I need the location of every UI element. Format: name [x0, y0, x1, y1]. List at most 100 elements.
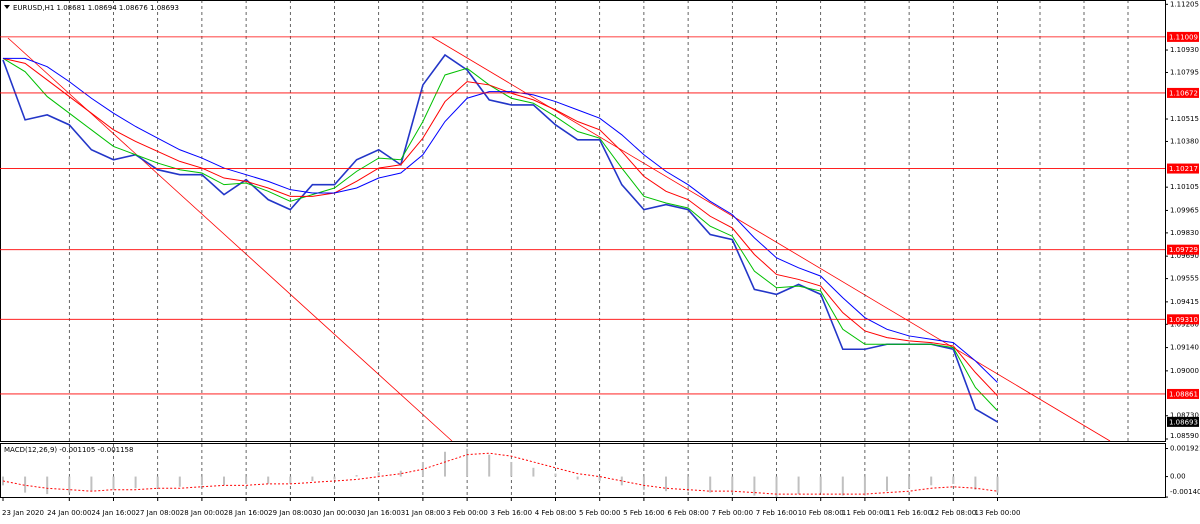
macd-bar: [731, 476, 734, 493]
level-label-box: [1167, 388, 1199, 399]
y-tick-label: 1.09555: [1170, 275, 1199, 283]
macd-bar: [841, 476, 844, 496]
macd-bar: [775, 476, 778, 497]
y-tick-label: 1.09140: [1170, 344, 1199, 352]
macd-bar: [510, 461, 513, 477]
x-tick-label: 30 Jan 16:00: [357, 509, 401, 517]
level-label-box: [1167, 87, 1199, 98]
macd-bar: [642, 476, 645, 490]
macd-bar: [377, 472, 380, 477]
macd-bar: [863, 476, 866, 496]
x-tick-label: 5 Feb 16:00: [623, 509, 664, 517]
x-tick-label: 3 Feb 16:00: [491, 509, 532, 517]
macd-bar: [952, 476, 955, 484]
x-tick-label: 27 Jan 08:00: [136, 509, 180, 517]
macd-bar: [311, 476, 314, 481]
x-tick-label: 11 Feb 16:00: [886, 509, 932, 517]
y-tick-label: 1.08730: [1170, 412, 1199, 420]
chart-title: EURUSD,H1 1.08681 1.08694 1.08676 1.0869…: [13, 4, 179, 12]
y-tick-label: 1.09000: [1170, 367, 1199, 375]
dropdown-icon[interactable]: [4, 5, 10, 9]
macd-bar: [112, 476, 115, 490]
level-label-box: [1167, 163, 1199, 174]
x-tick-label: 23 Jan 2020: [2, 509, 44, 517]
level-label: 1.11009: [1169, 33, 1198, 41]
x-tick-label: 7 Feb 00:00: [712, 509, 753, 517]
macd-bar: [996, 476, 999, 493]
y-tick-label: 1.10795: [1170, 68, 1199, 76]
x-tick-label: 24 Jan 16:00: [91, 509, 135, 517]
x-tick-label: 30 Jan 00:00: [312, 509, 356, 517]
x-tick-label: 10 Feb 08:00: [798, 509, 844, 517]
x-tick-label: 6 Feb 08:00: [667, 509, 708, 517]
macd-bar: [598, 476, 601, 481]
price-line: [2, 53, 998, 423]
level-label-box: [1167, 31, 1199, 42]
macd-bar: [886, 476, 888, 492]
level-label: 1.10672: [1169, 89, 1198, 97]
x-tick-label: 3 Feb 00:00: [446, 509, 487, 517]
x-tick-label: 12 Feb 08:00: [930, 509, 976, 517]
macd-bar: [156, 476, 159, 489]
level-label: 1.09310: [1169, 316, 1198, 324]
macd-bar: [134, 476, 137, 489]
macd-bar: [90, 476, 93, 492]
macd-bar: [665, 476, 667, 492]
level-label-box: [1167, 314, 1199, 325]
y-tick-label: 1.10930: [1170, 46, 1199, 54]
macd-panel-frame: [0, 443, 1166, 498]
x-tick-label: 28 Jan 00:00: [180, 509, 224, 517]
macd-bar: [46, 476, 49, 495]
y-tick-label: 1.10105: [1170, 183, 1199, 191]
x-tick-label: 24 Jan 00:00: [47, 509, 91, 517]
y-tick-label: -0.001405: [1170, 488, 1200, 496]
macd-bar: [355, 475, 358, 477]
macd-bar: [24, 476, 27, 493]
y-tick-label: 1.09830: [1170, 229, 1199, 237]
macd-bar: [267, 476, 270, 484]
macd-bar: [245, 476, 248, 484]
y-tick-label: 1.09415: [1170, 298, 1199, 306]
macd-bar: [709, 476, 712, 493]
macd-bar: [200, 476, 203, 486]
level-label: 1.10217: [1169, 165, 1198, 173]
macd-title: MACD(12,26,9) -0.001105 -0.001158: [4, 446, 133, 454]
y-tick-label: 1.09965: [1170, 206, 1199, 214]
x-tick-label: 5 Feb 00:00: [579, 509, 620, 517]
y-tick-label: 1.11205: [1170, 0, 1199, 8]
trend-line: [7, 37, 453, 442]
level-label: 1.09729: [1169, 246, 1198, 254]
macd-bar: [399, 470, 402, 477]
macd-bar: [68, 476, 71, 493]
price-line: [2, 57, 998, 397]
x-tick-label: 4 Feb 08:00: [535, 509, 576, 517]
macd-bar: [930, 476, 933, 486]
x-tick-label: 11 Feb 00:00: [842, 509, 888, 517]
macd-bar: [333, 476, 336, 480]
macd-bar: [797, 476, 800, 495]
trend-line: [431, 36, 1111, 442]
macd-bar: [444, 451, 446, 477]
x-tick-label: 13 Feb 00:00: [975, 509, 1021, 517]
y-tick-label: 1.10515: [1170, 115, 1199, 123]
last-price-label: 1.08693: [1169, 418, 1198, 426]
x-tick-label: 28 Jan 16:00: [224, 509, 268, 517]
macd-bar: [488, 454, 491, 477]
y-tick-label: 1.08590: [1170, 432, 1199, 440]
x-tick-label: 7 Feb 16:00: [756, 509, 797, 517]
level-label-box: [1167, 244, 1199, 255]
price-line: [3, 57, 998, 383]
y-tick-label: 0.00: [1170, 473, 1186, 481]
macd-bar: [974, 476, 977, 490]
x-tick-label: 31 Jan 08:00: [401, 509, 445, 517]
y-tick-label: 1.10380: [1170, 137, 1199, 145]
macd-bar: [687, 476, 690, 492]
x-tick-label: 29 Jan 08:00: [268, 509, 312, 517]
last-price-box: [1167, 416, 1199, 427]
macd-bar: [178, 476, 181, 487]
level-label: 1.08861: [1169, 390, 1198, 398]
macd-bar: [223, 476, 225, 486]
y-tick-label: 1.09690: [1170, 252, 1199, 260]
